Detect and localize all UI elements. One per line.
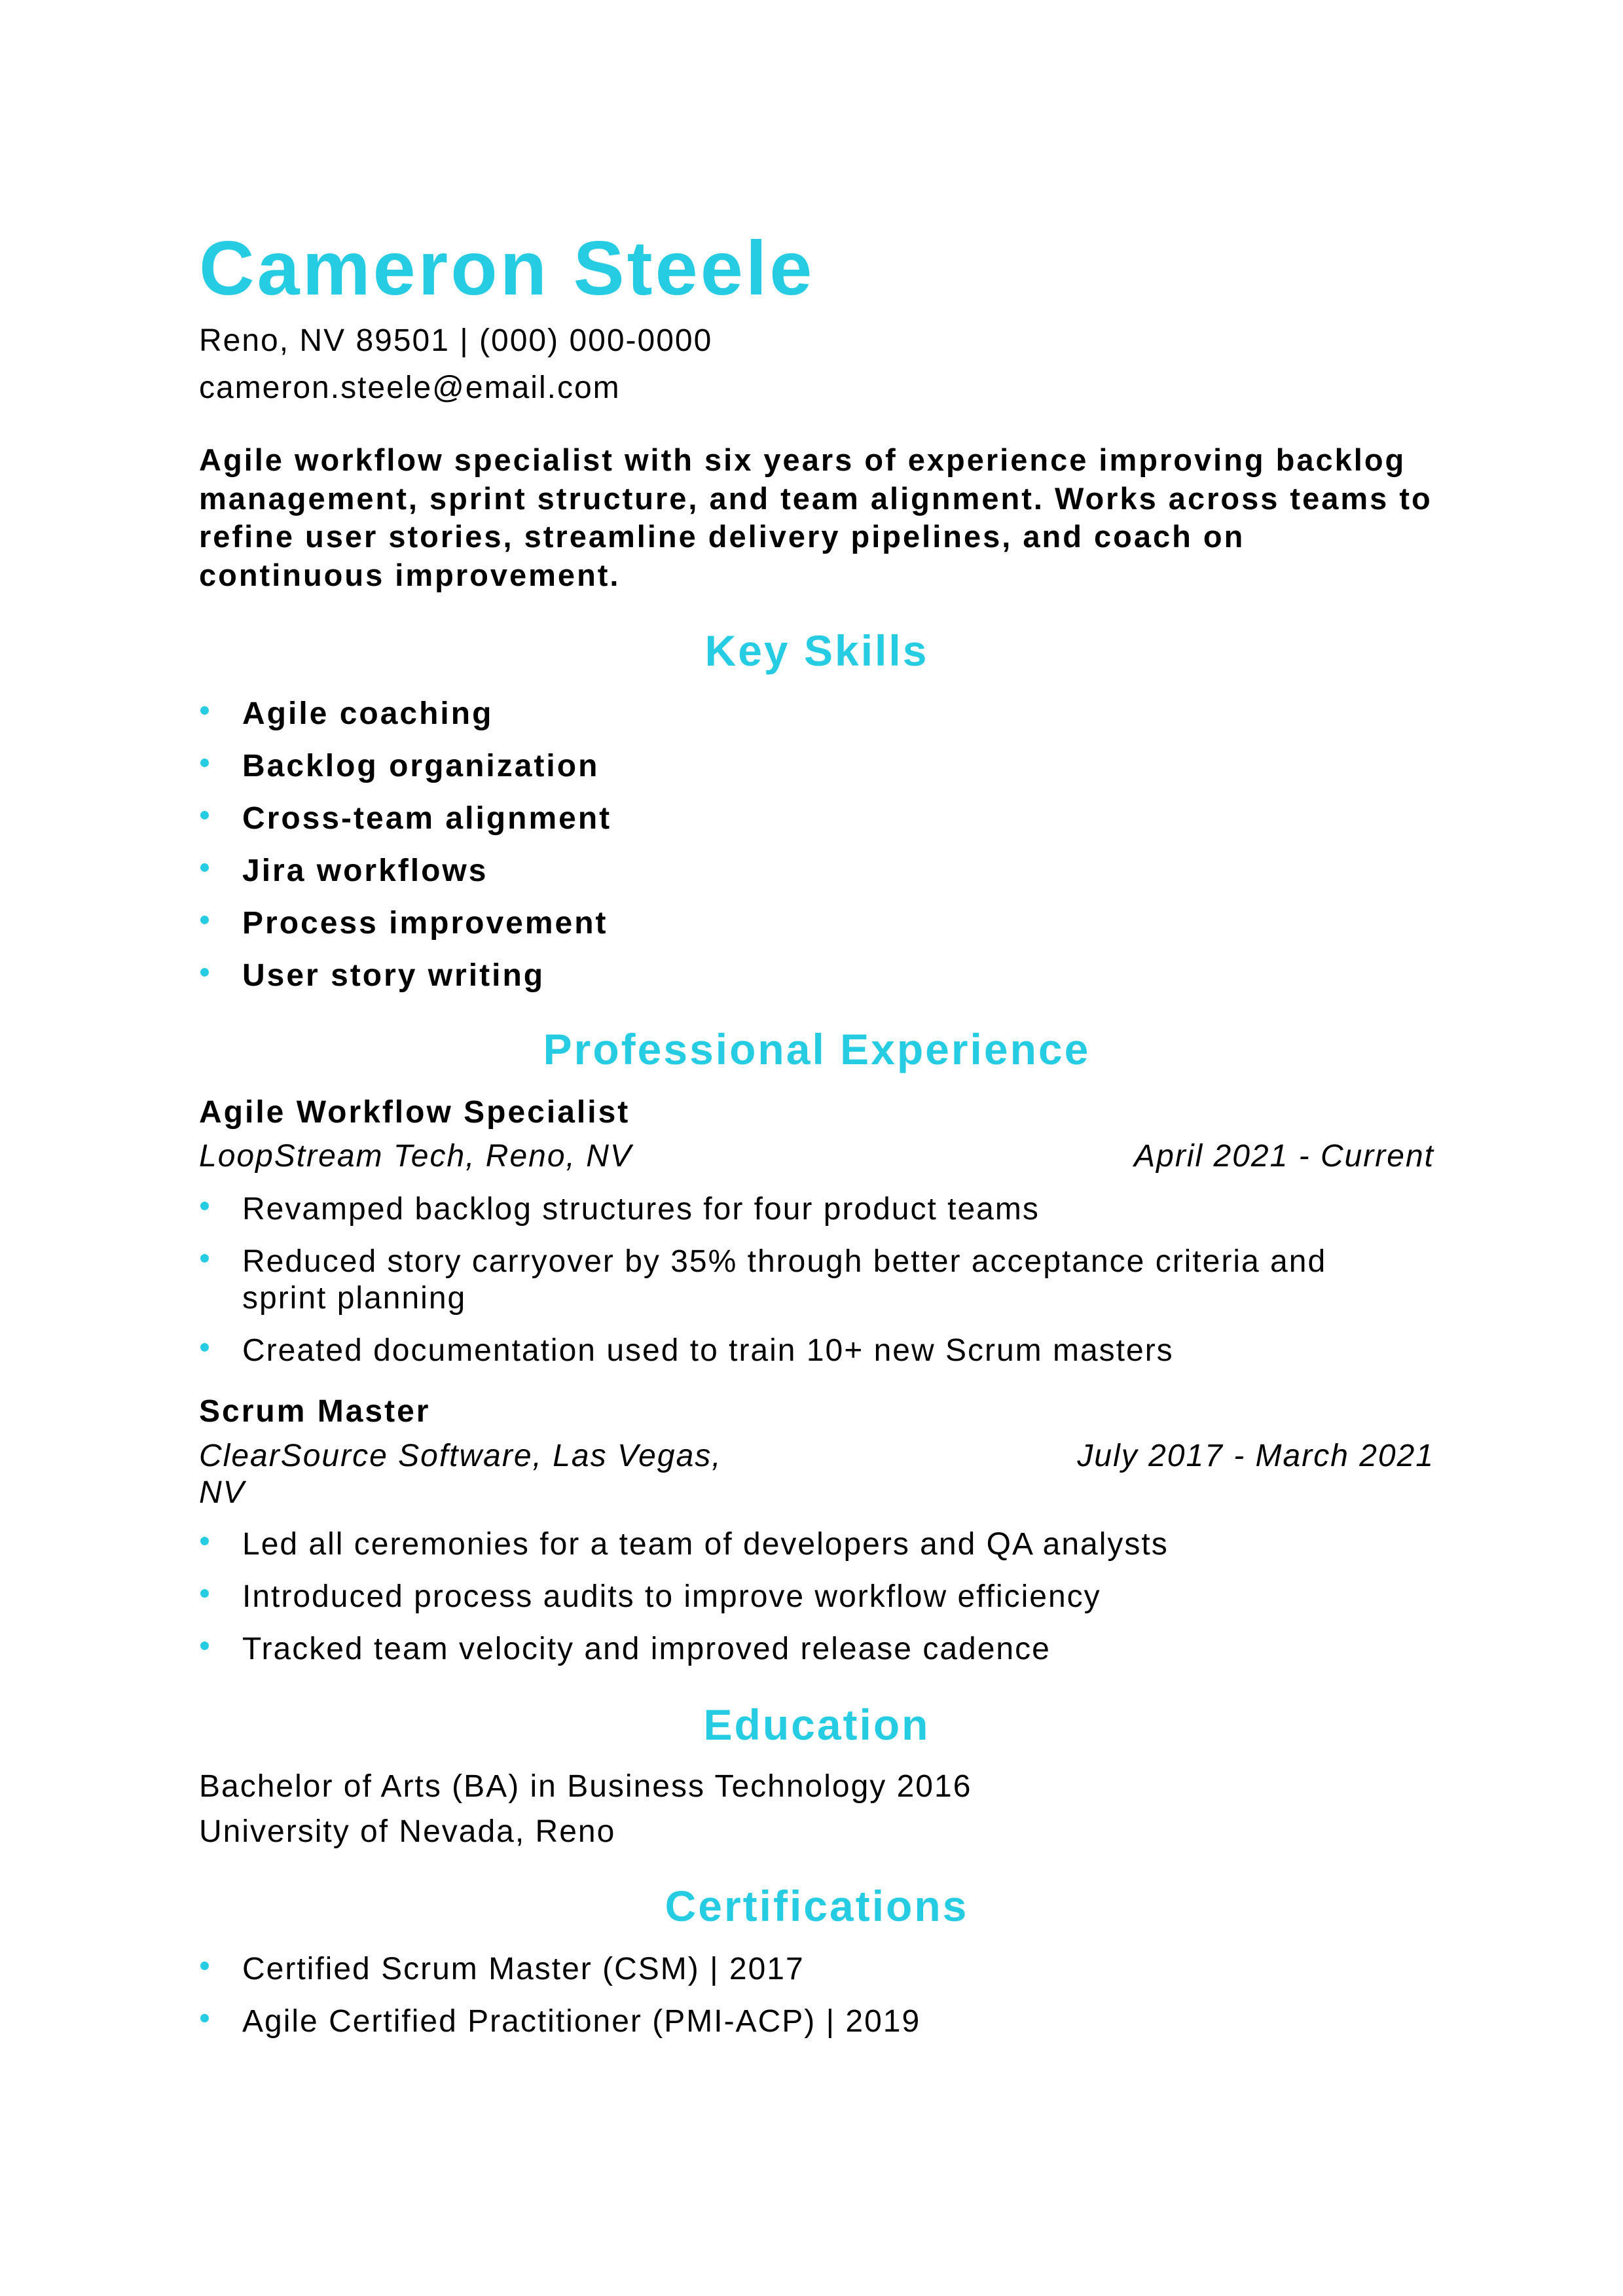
- bullet-icon: [200, 1537, 209, 1545]
- experience-heading: Professional Experience: [543, 1025, 1091, 1073]
- job-dates: April 2021 - Current: [1134, 1139, 1434, 1174]
- skills-list: Agile coaching Backlog organization Cros…: [199, 688, 1434, 1002]
- certifications-heading: Certifications: [665, 1882, 969, 1930]
- certifications-list: Certified Scrum Master (CSM) | 2017 Agil…: [199, 1951, 1434, 2056]
- bullet-icon: [200, 968, 209, 977]
- job-title: Scrum Master: [199, 1394, 431, 1429]
- bullet-icon: [200, 1641, 209, 1650]
- summary: Agile workflow specialist with six years…: [199, 442, 1432, 592]
- job-meta: LoopStream Tech, Reno, NV April 2021 - C…: [199, 1138, 1434, 1175]
- job-dates: July 2017 - March 2021: [1077, 1439, 1434, 1473]
- job-bullet: Tracked team velocity and improved relea…: [199, 1631, 1434, 1668]
- skill-item: User story writing: [199, 950, 1434, 1002]
- job-bullet: Revamped backlog structures for four pro…: [199, 1191, 1377, 1228]
- email: cameron.steele@email.com: [199, 370, 621, 405]
- bullet-icon: [200, 1589, 209, 1598]
- skill-item: Process improvement: [199, 897, 1434, 950]
- bullet-icon: [200, 1254, 209, 1263]
- bullet-icon: [200, 706, 209, 715]
- skill-item: Cross-team alignment: [199, 793, 1434, 845]
- certification-item: Certified Scrum Master (CSM) | 2017: [199, 1951, 1434, 1988]
- bullet-icon: [200, 759, 209, 767]
- bullet-icon: [200, 2014, 209, 2022]
- skill-item: Agile coaching: [199, 688, 1434, 740]
- skills-heading: Key Skills: [704, 626, 929, 675]
- skill-item: Backlog organization: [199, 740, 1434, 793]
- job-bullet: Reduced story carryover by 35% through b…: [199, 1244, 1377, 1317]
- job-bullet: Introduced process audits to improve wor…: [199, 1579, 1434, 1615]
- bullet-icon: [200, 916, 209, 924]
- bullet-icon: [200, 1343, 209, 1352]
- job-bullets: Led all ceremonies for a team of develop…: [199, 1526, 1434, 1683]
- bullet-icon: [200, 863, 209, 872]
- education-heading: Education: [703, 1700, 930, 1749]
- certification-item: Agile Certified Practitioner (PMI-ACP) |…: [199, 2003, 1434, 2040]
- bullet-icon: [200, 811, 209, 819]
- skill-item: Jira workflows: [199, 845, 1434, 897]
- education-degree: Bachelor of Arts (BA) in Business Techno…: [199, 1769, 972, 1804]
- job-title: Agile Workflow Specialist: [199, 1095, 630, 1130]
- job-bullet: Led all ceremonies for a team of develop…: [199, 1526, 1434, 1563]
- education-school: University of Nevada, Reno: [199, 1814, 616, 1849]
- contact-line: Reno, NV 89501 | (000) 000-0000: [199, 323, 713, 358]
- job-company: ClearSource Software, Las Vegas, NV: [199, 1439, 722, 1510]
- job-meta: ClearSource Software, Las Vegas, NV July…: [199, 1438, 1434, 1511]
- bullet-icon: [200, 1962, 209, 1970]
- bullet-icon: [200, 1202, 209, 1210]
- candidate-name: Cameron Steele: [199, 225, 815, 311]
- job-bullet: Created documentation used to train 10+ …: [199, 1333, 1377, 1369]
- job-bullets: Revamped backlog structures for four pro…: [199, 1191, 1377, 1385]
- job-company: LoopStream Tech, Reno, NV: [199, 1139, 632, 1174]
